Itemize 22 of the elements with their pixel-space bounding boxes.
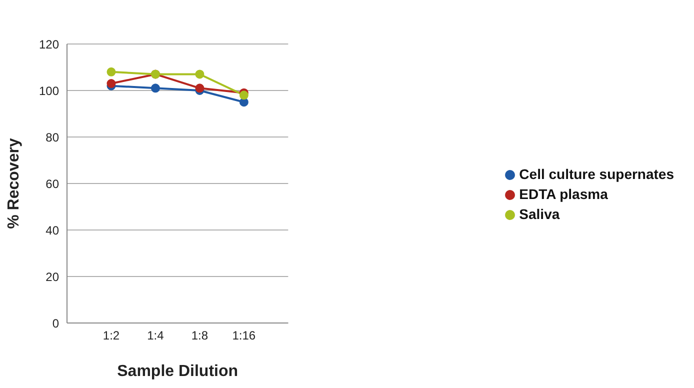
legend-label: EDTA plasma: [519, 186, 608, 202]
y-axis-title: % Recovery: [6, 138, 23, 229]
point: [106, 67, 116, 76]
y-tick-label: 0: [52, 316, 60, 330]
point: [239, 90, 248, 100]
y-tick-label: 80: [46, 130, 60, 144]
legend-label: Saliva: [519, 206, 560, 222]
y-tick-label: 60: [46, 176, 60, 191]
y-tick-label: 40: [46, 223, 60, 238]
legend-label: Cell culture supernates: [519, 166, 674, 182]
point: [150, 84, 160, 93]
x-tick-label: 1:8: [191, 328, 208, 343]
x-tick-label: 1:2: [102, 328, 120, 343]
x-tick-label: 1:4: [147, 328, 164, 343]
y-tick-label: 20: [46, 270, 60, 284]
x-tick-label: 1:16: [232, 328, 256, 343]
point: [195, 70, 204, 79]
point: [195, 84, 204, 93]
point: [239, 98, 248, 107]
y-tick-label: 120: [38, 37, 60, 52]
y-tick-label: 100: [38, 84, 60, 98]
x-axis-title: Sample Dilution: [117, 363, 238, 380]
